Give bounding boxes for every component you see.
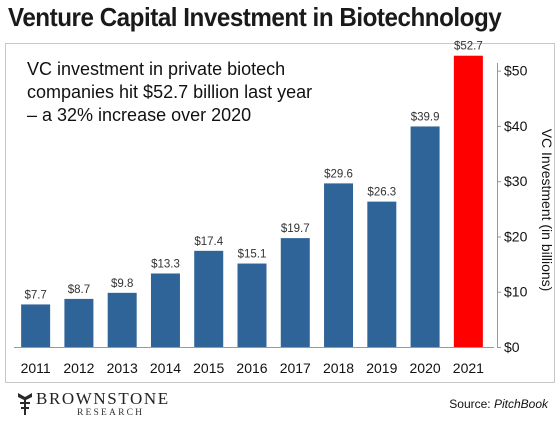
data-label-2015: $17.4 bbox=[194, 236, 223, 248]
bar-2021 bbox=[453, 55, 483, 347]
logo-mark-icon bbox=[18, 393, 32, 415]
bar-2012 bbox=[64, 298, 94, 347]
x-tick-2015: 2015 bbox=[193, 360, 224, 376]
logo-name: BROWNSTONE bbox=[36, 389, 170, 408]
brownstone-logo: BROWNSTONE RESEARCH bbox=[15, 388, 195, 420]
data-label-2014: $13.3 bbox=[151, 258, 180, 270]
data-label-2018: $29.6 bbox=[324, 168, 353, 180]
data-label-2017: $19.7 bbox=[281, 223, 310, 235]
y-tick-10: $10 bbox=[504, 284, 528, 300]
x-tick-2020: 2020 bbox=[410, 360, 441, 376]
chart-annotation: VC investment in private biotech compani… bbox=[27, 58, 313, 127]
chart-title: Venture Capital Investment in Biotechnol… bbox=[8, 2, 502, 32]
x-tick-2011: 2011 bbox=[21, 360, 51, 376]
data-label-2020: $39.9 bbox=[411, 111, 440, 123]
data-label-2021: $52.7 bbox=[454, 41, 483, 53]
y-tick-20: $20 bbox=[504, 228, 528, 244]
bar-2020 bbox=[410, 126, 440, 347]
data-label-2013: $9.8 bbox=[111, 278, 133, 290]
data-label-2012: $8.7 bbox=[68, 284, 90, 296]
bar-2018 bbox=[324, 183, 354, 347]
x-tick-2013: 2013 bbox=[107, 360, 138, 376]
source-note: Source: PitchBook bbox=[449, 397, 548, 411]
annotation-line-3: – a 32% increase over 2020 bbox=[27, 105, 252, 125]
x-tick-2017: 2017 bbox=[280, 360, 311, 376]
bar-2011 bbox=[21, 304, 51, 347]
y-tick-0: $0 bbox=[504, 339, 520, 355]
x-tick-2021: 2021 bbox=[453, 360, 484, 376]
data-label-2019: $26.3 bbox=[367, 187, 396, 199]
source-name: PitchBook bbox=[493, 397, 548, 411]
bar-2015 bbox=[194, 250, 224, 347]
bar-2013 bbox=[107, 292, 137, 347]
data-label-2011: $7.7 bbox=[24, 289, 46, 301]
y-tick-50: $50 bbox=[504, 63, 528, 79]
y-axis-label: VC Investment (in billions) bbox=[539, 129, 555, 292]
bar-2017 bbox=[280, 238, 310, 347]
x-tick-2018: 2018 bbox=[323, 360, 354, 376]
bar-2014 bbox=[150, 273, 180, 347]
data-label-2016: $15.1 bbox=[238, 249, 267, 261]
bar-2019 bbox=[367, 201, 397, 347]
x-tick-2016: 2016 bbox=[236, 360, 267, 376]
x-tick-2014: 2014 bbox=[150, 360, 181, 376]
logo-subtitle: RESEARCH bbox=[77, 408, 145, 418]
x-tick-2019: 2019 bbox=[366, 360, 397, 376]
chart-frame bbox=[5, 43, 555, 383]
bar-2016 bbox=[237, 263, 267, 347]
y-tick-30: $30 bbox=[504, 173, 528, 189]
source-prefix: Source: bbox=[449, 397, 494, 411]
x-tick-2012: 2012 bbox=[63, 360, 94, 376]
annotation-line-2: companies hit $52.7 billion last year bbox=[27, 82, 313, 102]
annotation-line-1: VC investment in private biotech bbox=[27, 59, 286, 79]
y-tick-40: $40 bbox=[504, 118, 528, 134]
